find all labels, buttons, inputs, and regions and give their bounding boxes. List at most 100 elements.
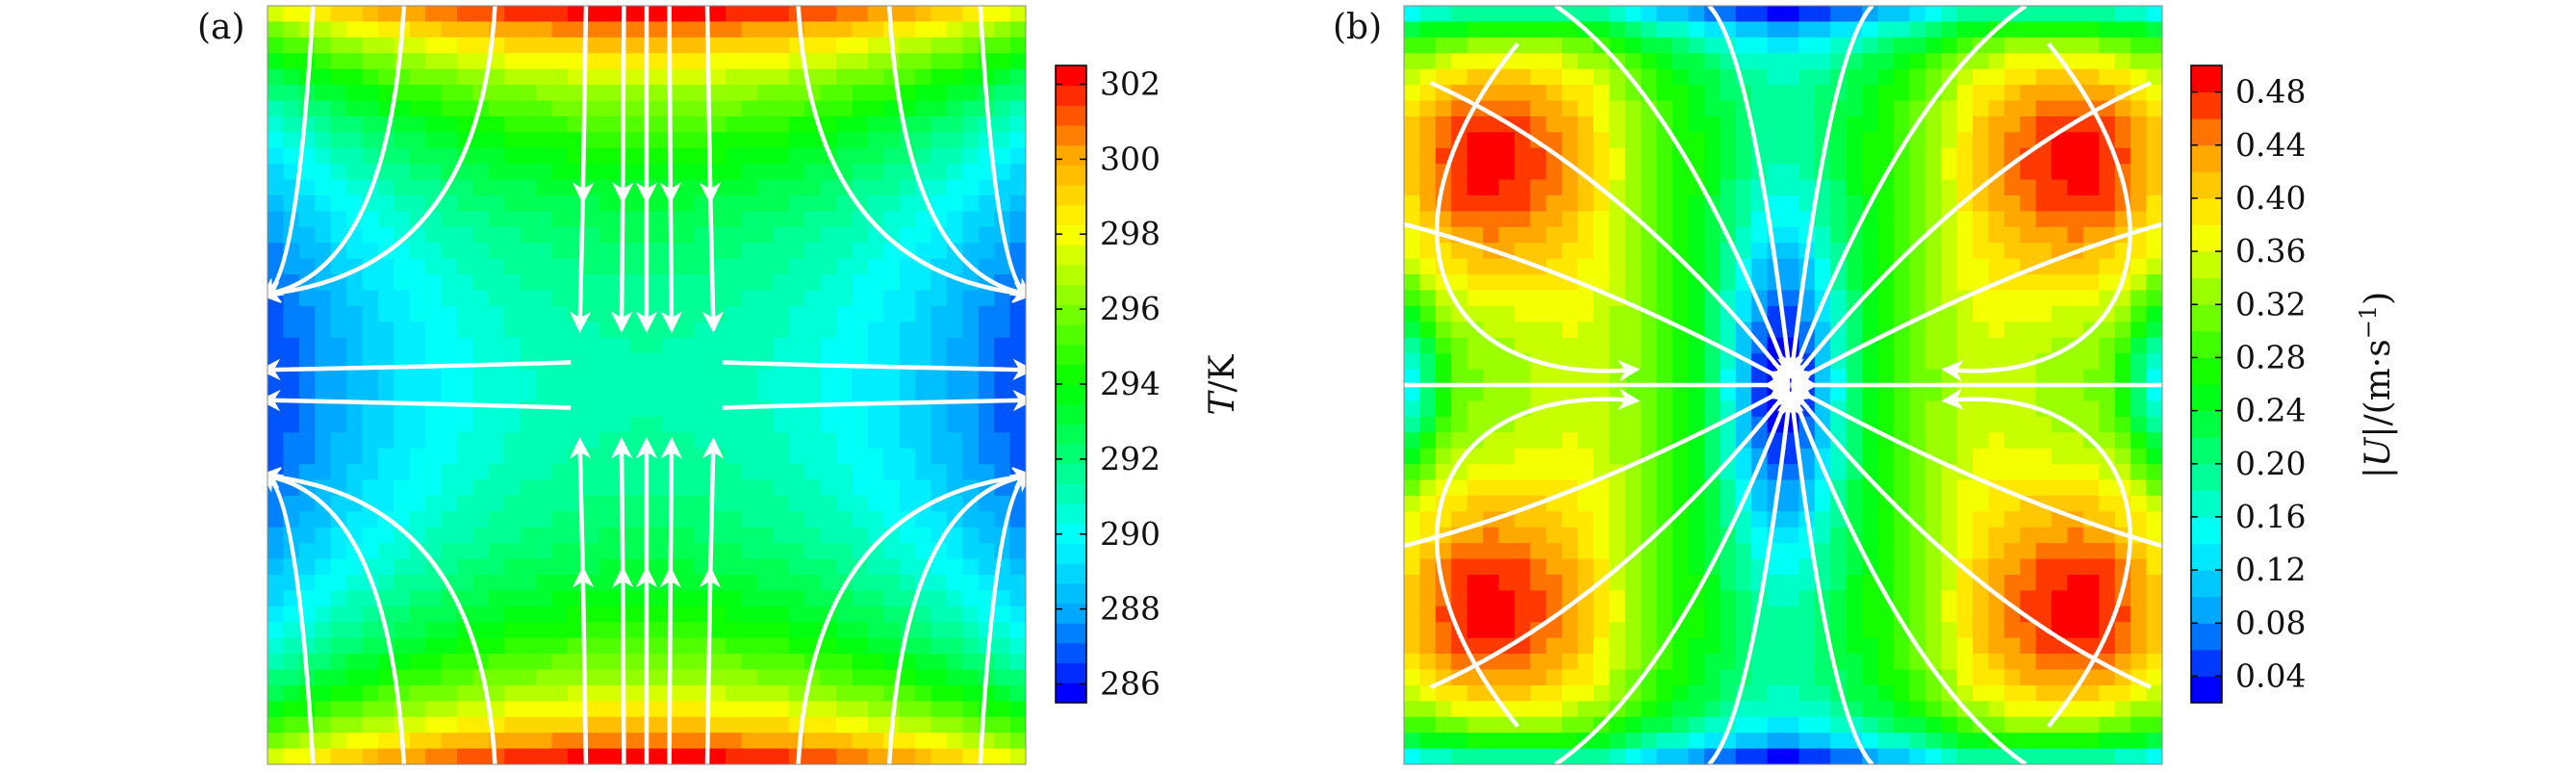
heatmap-cell bbox=[1483, 575, 1500, 592]
heatmap-cell bbox=[1009, 100, 1026, 117]
heatmap-cell bbox=[915, 684, 932, 702]
heatmap-cell bbox=[599, 274, 616, 292]
heatmap-cell bbox=[1988, 226, 2005, 244]
heatmap-cell bbox=[1956, 654, 1974, 671]
heatmap-cell bbox=[726, 132, 743, 149]
heatmap-cell bbox=[377, 558, 395, 576]
heatmap-cell bbox=[1467, 701, 1484, 718]
heatmap-cell bbox=[946, 369, 963, 386]
heatmap-cell bbox=[268, 432, 285, 450]
heatmap-cell bbox=[1893, 164, 1910, 181]
heatmap-cell bbox=[836, 258, 854, 275]
heatmap-cell bbox=[647, 558, 664, 576]
heatmap-cell bbox=[2067, 464, 2084, 481]
heatmap-cell bbox=[1009, 684, 1026, 702]
heatmap-cell bbox=[1435, 684, 1452, 702]
heatmap-cell bbox=[298, 511, 316, 528]
heatmap-cell bbox=[488, 68, 505, 86]
heatmap-cell bbox=[931, 416, 948, 433]
heatmap-cell bbox=[362, 479, 379, 497]
heatmap-cell bbox=[362, 716, 379, 734]
heatmap-cell bbox=[962, 243, 980, 260]
heatmap-cell bbox=[1419, 654, 1437, 671]
heatmap-cell bbox=[504, 637, 522, 655]
heatmap-cell bbox=[1925, 733, 1942, 750]
heatmap-cell bbox=[1483, 495, 1500, 512]
heatmap-cell bbox=[1435, 637, 1452, 655]
heatmap-cell bbox=[946, 654, 963, 671]
heatmap-cell bbox=[962, 6, 980, 23]
heatmap-cell bbox=[804, 322, 822, 339]
heatmap-cell bbox=[1798, 669, 1816, 686]
heatmap-cell bbox=[441, 147, 458, 165]
heatmap-cell bbox=[1893, 6, 1910, 23]
heatmap-cell bbox=[1720, 353, 1737, 371]
heatmap-cell bbox=[1798, 701, 1816, 718]
heatmap-cell bbox=[1404, 21, 1421, 39]
heatmap-cell bbox=[504, 164, 522, 181]
heatmap-cell bbox=[1656, 68, 1673, 86]
heatmap-cell bbox=[1893, 68, 1910, 86]
heatmap-cell bbox=[1672, 716, 1690, 734]
heatmap-cell bbox=[804, 195, 822, 213]
heatmap-cell bbox=[1973, 606, 1990, 623]
heatmap-cell bbox=[1624, 147, 1642, 165]
heatmap-cell bbox=[315, 654, 332, 671]
heatmap-cell bbox=[1767, 716, 1784, 734]
heatmap-cell bbox=[978, 322, 995, 339]
heatmap-cell bbox=[1656, 85, 1673, 102]
colorbar-band bbox=[1056, 165, 1086, 186]
heatmap-cell bbox=[2146, 733, 2162, 750]
heatmap-cell bbox=[1783, 511, 1800, 528]
heatmap-cell bbox=[2067, 147, 2084, 165]
heatmap-cell bbox=[2082, 385, 2100, 402]
heatmap-cell bbox=[2020, 132, 2037, 149]
heatmap-cell bbox=[2099, 701, 2116, 718]
heatmap-cell bbox=[899, 68, 916, 86]
heatmap-cell bbox=[1451, 369, 1468, 386]
heatmap-cell bbox=[741, 432, 758, 450]
heatmap-cell bbox=[1751, 68, 1769, 86]
heatmap-cell bbox=[820, 211, 837, 228]
heatmap-cell bbox=[268, 558, 285, 576]
heatmap-cell bbox=[2082, 305, 2100, 322]
heatmap-cell bbox=[346, 100, 364, 117]
heatmap-cell bbox=[1404, 116, 1421, 133]
heatmap-cell bbox=[2146, 385, 2162, 402]
heatmap-cell bbox=[630, 6, 648, 23]
heatmap-cell bbox=[677, 479, 695, 497]
heatmap-cell bbox=[567, 701, 584, 718]
heatmap-cell bbox=[441, 701, 458, 718]
heatmap-cell bbox=[773, 243, 790, 260]
heatmap-cell bbox=[1909, 100, 1926, 117]
heatmap-cell bbox=[647, 274, 664, 292]
heatmap-cell bbox=[677, 495, 695, 512]
heatmap-cell bbox=[551, 53, 569, 70]
heatmap-cell bbox=[852, 432, 869, 450]
heatmap-cell bbox=[1562, 684, 1579, 702]
heatmap-cell bbox=[2099, 590, 2116, 607]
heatmap-cell bbox=[1577, 290, 1594, 307]
heatmap-cell bbox=[1419, 147, 1437, 165]
heatmap-cell bbox=[630, 606, 648, 623]
heatmap-cell bbox=[946, 590, 963, 607]
colorbar-band bbox=[1056, 582, 1086, 605]
heatmap-cell bbox=[283, 85, 300, 102]
heatmap-cell bbox=[1846, 575, 1863, 592]
heatmap-cell bbox=[1404, 68, 1421, 86]
heatmap-cell bbox=[978, 511, 995, 528]
heatmap-cell bbox=[804, 716, 822, 734]
heatmap-cell bbox=[677, 211, 695, 228]
heatmap-cell bbox=[1419, 464, 1437, 481]
heatmap-cell bbox=[2067, 701, 2084, 718]
heatmap-cell bbox=[472, 432, 490, 450]
heatmap-cell bbox=[1941, 654, 1958, 671]
heatmap-cell bbox=[551, 274, 569, 292]
heatmap-cell bbox=[962, 164, 980, 181]
heatmap-cell bbox=[1419, 558, 1437, 576]
heatmap-cell bbox=[1404, 606, 1421, 623]
heatmap-cell bbox=[820, 274, 837, 292]
heatmap-cell bbox=[1767, 85, 1784, 102]
heatmap-cell bbox=[1641, 132, 1658, 149]
heatmap-cell bbox=[1577, 116, 1594, 133]
